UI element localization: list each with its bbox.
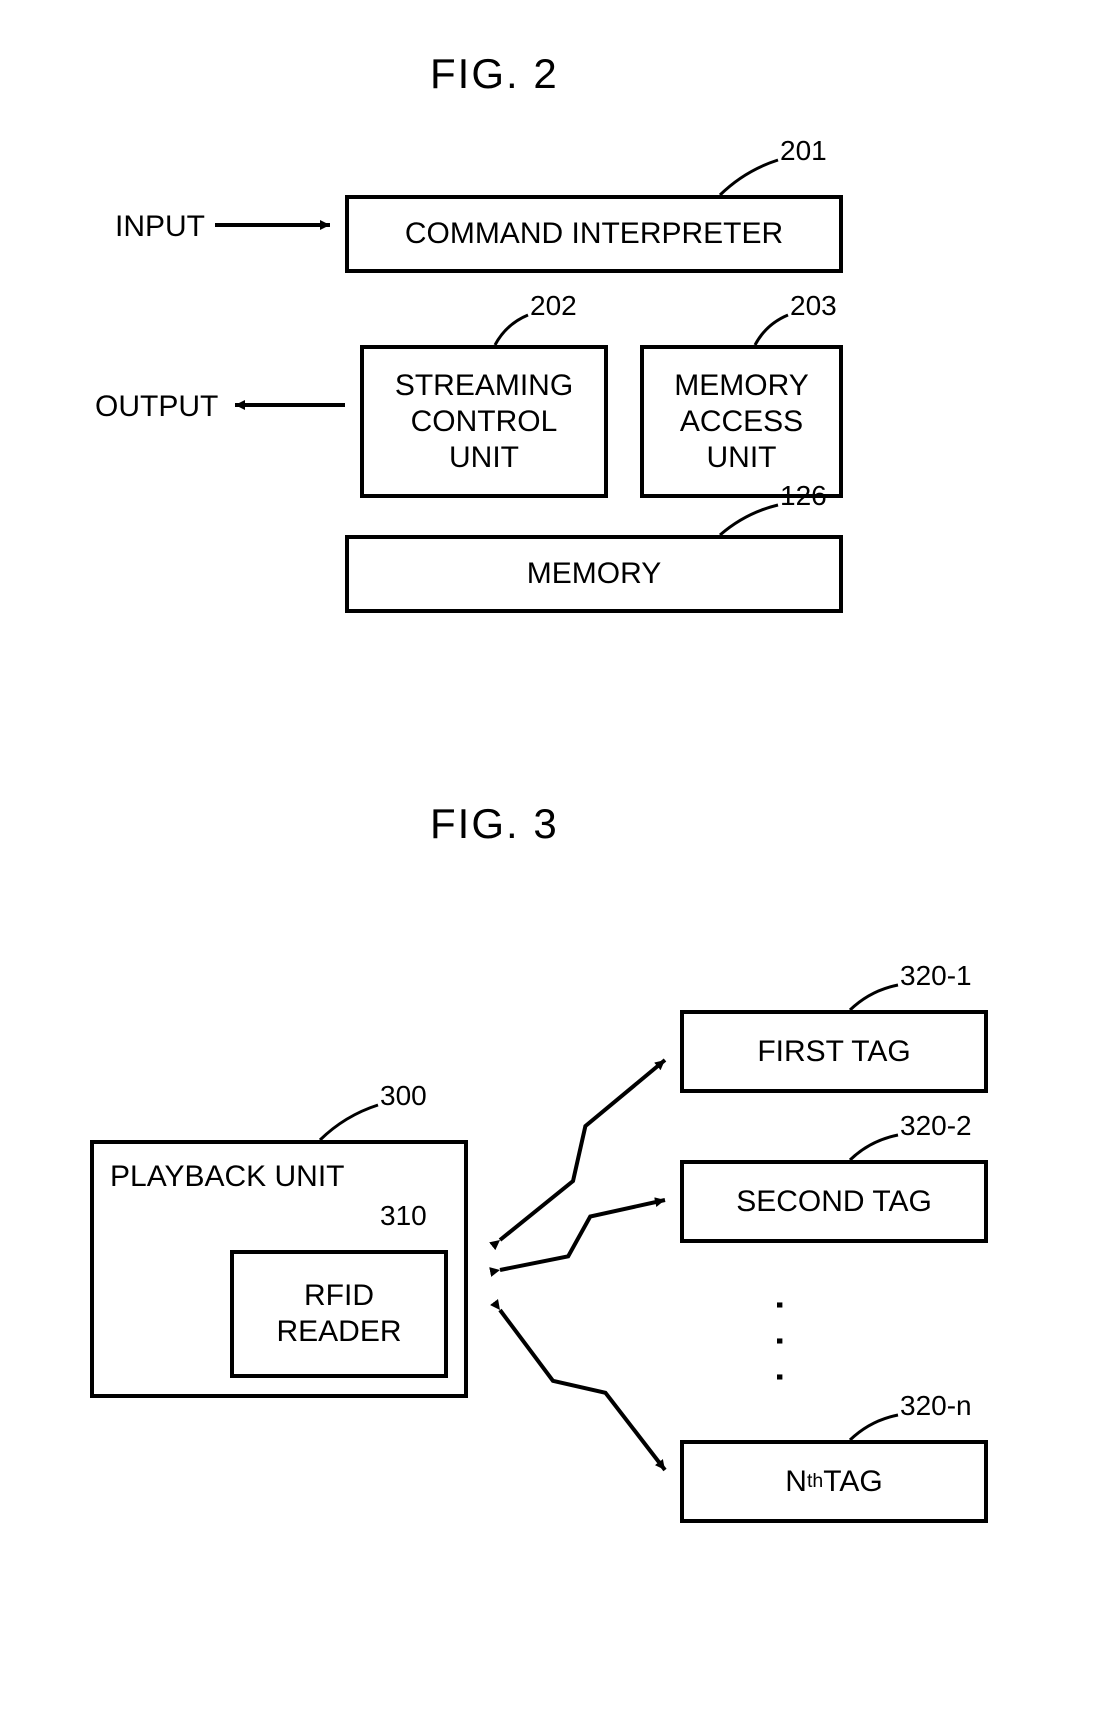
fig2-cmd-box: COMMAND INTERPRETER xyxy=(345,195,843,273)
fig2-memory-ref: 126 xyxy=(780,480,827,512)
input-label: INPUT xyxy=(115,210,205,244)
rfid-reader-box: RFIDREADER xyxy=(230,1250,448,1378)
tag-1-ref: 320-1 xyxy=(900,960,972,992)
fig2-stream-ref: 202 xyxy=(530,290,577,322)
fig2-mem_access-ref: 203 xyxy=(790,290,837,322)
output-label: OUTPUT xyxy=(95,390,218,424)
ellipsis-dots: . . . xyxy=(768,1300,810,1390)
playback-unit-ref: 300 xyxy=(380,1080,427,1112)
fig2-title: FIG. 2 xyxy=(430,50,559,98)
fig2-memory-box: MEMORY xyxy=(345,535,843,613)
tag-2-ref: 320-2 xyxy=(900,1110,972,1142)
fig2-stream-box: STREAMINGCONTROLUNIT xyxy=(360,345,608,498)
tag-3-box: Nth TAG xyxy=(680,1440,988,1523)
rfid-reader-ref: 310 xyxy=(380,1200,427,1232)
playback-unit-label: PLAYBACK UNIT xyxy=(110,1160,345,1194)
fig2-mem_access-box: MEMORYACCESSUNIT xyxy=(640,345,843,498)
fig2-cmd-ref: 201 xyxy=(780,135,827,167)
tag-3-ref: 320-n xyxy=(900,1390,972,1422)
fig3-title: FIG. 3 xyxy=(430,800,559,848)
tag-1-box: FIRST TAG xyxy=(680,1010,988,1093)
tag-2-box: SECOND TAG xyxy=(680,1160,988,1243)
